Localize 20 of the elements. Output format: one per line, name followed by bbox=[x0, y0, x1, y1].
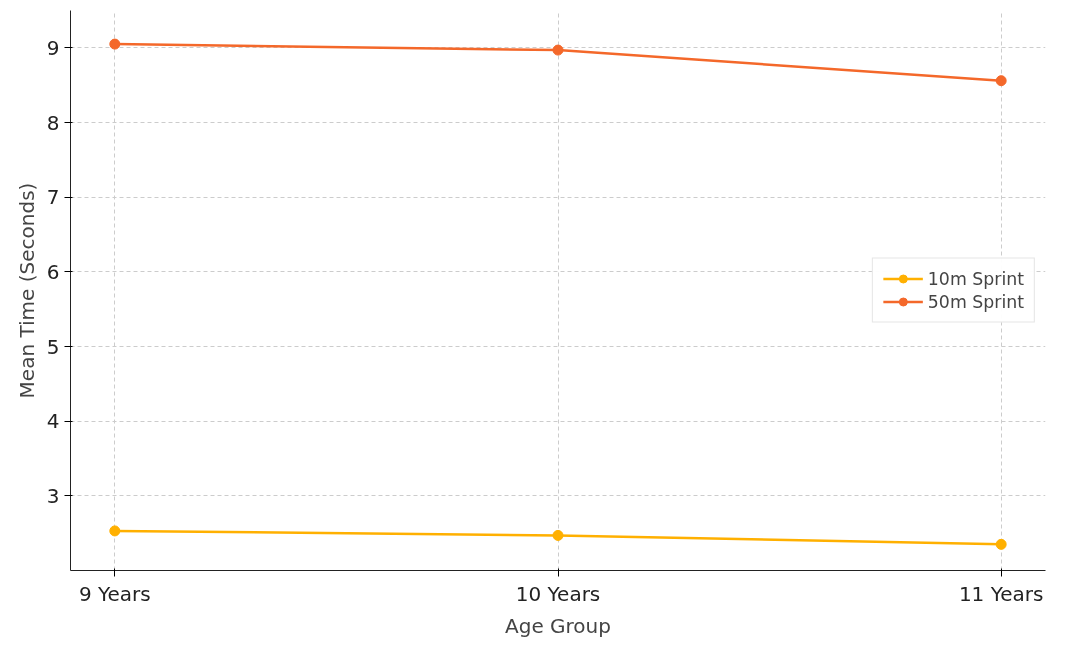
y-axis-title: Mean Time (Seconds) bbox=[14, 182, 39, 399]
point bbox=[109, 38, 121, 50]
y-tick-label: 4 bbox=[46, 409, 60, 434]
point bbox=[995, 538, 1007, 550]
y-tick-label: 3 bbox=[46, 483, 60, 508]
y-tick-label: 9 bbox=[46, 35, 60, 60]
y-tick-label: 6 bbox=[46, 259, 60, 284]
x-tick-label: 11 Years bbox=[958, 581, 1044, 606]
legend-label: 50m Sprint bbox=[927, 291, 1024, 312]
point bbox=[109, 525, 121, 537]
point bbox=[552, 529, 564, 541]
x-tick-label: 9 Years bbox=[78, 581, 151, 606]
y-tick-label: 5 bbox=[46, 334, 60, 359]
legend-label: 10m Sprint bbox=[927, 268, 1024, 289]
point bbox=[995, 75, 1007, 87]
point bbox=[552, 44, 564, 56]
x-axis-title: Age Group bbox=[505, 613, 611, 638]
y-tick-label: 8 bbox=[46, 110, 60, 135]
y-tick-label: 7 bbox=[46, 185, 60, 210]
x-tick-label: 10 Years bbox=[515, 581, 601, 606]
